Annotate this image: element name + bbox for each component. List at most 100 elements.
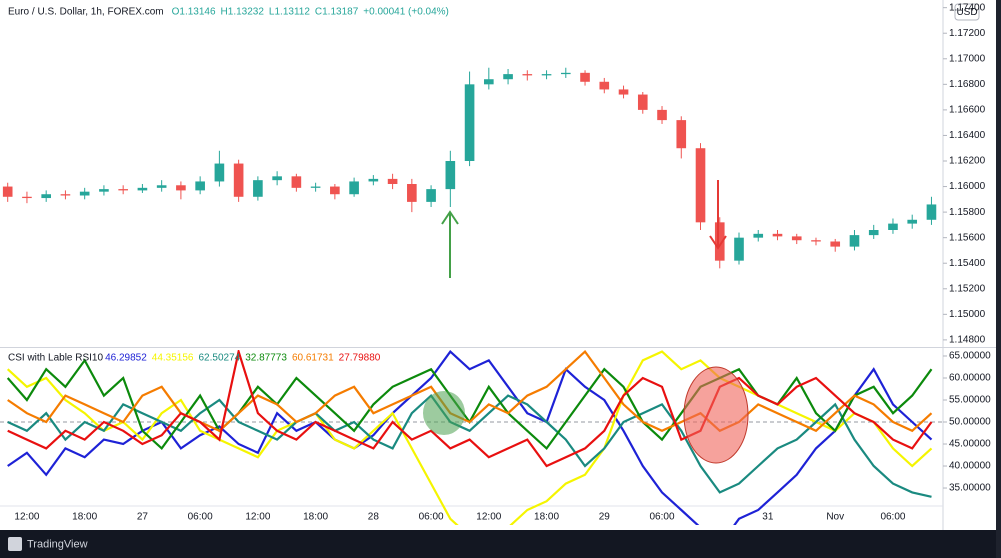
x-tick-label: 06:00 [880, 512, 905, 523]
x-tick-label: 12:00 [245, 512, 270, 523]
red-highlight [683, 366, 749, 464]
candle-body [772, 233, 783, 237]
indicator-value: 46.29852 [105, 353, 147, 364]
candle-body [464, 84, 475, 161]
candle-body [695, 148, 706, 223]
candle-body [637, 94, 648, 110]
candle-body [118, 189, 128, 191]
window-edge [996, 0, 1001, 558]
candle-body [407, 184, 417, 202]
y-tick-label: 35.00000 [949, 483, 991, 494]
ohlc-value: O1.13146 [172, 7, 216, 18]
footer-bar [0, 530, 996, 558]
candle-body [618, 89, 629, 95]
candle-body [657, 109, 667, 121]
green-highlight [423, 391, 465, 435]
candle-body [599, 81, 610, 90]
indicator-line [7, 350, 933, 468]
currency-box[interactable] [954, 3, 980, 21]
candle-body [560, 72, 571, 75]
candle-body [214, 163, 225, 182]
candle-body [2, 186, 13, 197]
x-tick-label: 28 [368, 512, 380, 523]
candle-body [522, 74, 533, 76]
candle-body [330, 186, 340, 195]
candle-body [445, 161, 456, 190]
candle-body [195, 181, 205, 191]
y-tick-label: 60.00000 [949, 373, 991, 384]
brand-logo [8, 537, 22, 551]
candle-body [387, 178, 398, 184]
y-tick-label: 1.16400 [949, 130, 986, 141]
candle-body [79, 191, 90, 196]
candle-body [753, 233, 764, 238]
price-pane [2, 67, 937, 269]
candle-body [426, 189, 436, 202]
x-tick-label: 06:00 [419, 512, 444, 523]
candle-body [676, 120, 687, 149]
candle-body [253, 180, 263, 197]
candle-body [830, 241, 841, 247]
y-tick-label: 65.00000 [949, 351, 991, 362]
candle-body [368, 178, 379, 182]
y-tick-label: 1.14800 [949, 335, 986, 346]
candle-body [176, 185, 186, 191]
candle-body [849, 235, 860, 247]
candle-body [580, 72, 590, 82]
candle-body [60, 194, 71, 196]
candle-body [349, 181, 359, 195]
y-tick-label: 1.17400 [949, 2, 986, 13]
x-tick-label: Nov [826, 512, 844, 523]
candle-body [310, 186, 321, 188]
y-tick-label: 1.16000 [949, 181, 986, 192]
indicator-line [7, 393, 932, 498]
candle-body [714, 222, 725, 261]
y-tick-label: 1.16600 [949, 105, 986, 116]
candle-body [291, 176, 302, 188]
ohlc-value: L1.13112 [269, 7, 310, 18]
candle-body [734, 237, 744, 261]
ohlc-value: +0.00041 (+0.04%) [363, 7, 449, 18]
indicator-pane [0, 350, 943, 525]
candle-body [22, 196, 32, 199]
y-tick-label: 1.15200 [949, 283, 986, 294]
indicator-value: 44.35156 [152, 353, 194, 364]
candle-body [99, 189, 109, 192]
x-tick-label: 06:00 [650, 512, 675, 523]
candle-body [137, 187, 148, 191]
y-tick-label: 1.15400 [949, 258, 986, 269]
down-arrow-head [709, 235, 727, 250]
indicator-value: 27.79880 [339, 353, 381, 364]
y-tick-label: 1.15600 [949, 232, 986, 243]
y-tick-label: 45.00000 [949, 439, 991, 450]
candle-body [811, 240, 821, 242]
brand-name: TradingView [27, 538, 88, 550]
candle-body [791, 236, 802, 241]
y-tick-label: 1.15800 [949, 207, 986, 218]
candle-body [868, 230, 879, 236]
indicator-title: CSI with Lable RSI10 [8, 353, 103, 364]
x-tick-label: 12:00 [14, 512, 39, 523]
symbol-title: Euro / U.S. Dollar, 1h, FOREX.com [8, 7, 164, 18]
candle-body [541, 74, 552, 76]
y-tick-label: 55.00000 [949, 395, 991, 406]
candle-body [272, 176, 282, 181]
indicator-line [7, 350, 933, 433]
chart-background [0, 0, 996, 530]
y-tick-label: 1.17000 [949, 53, 986, 64]
x-tick-label: 27 [137, 512, 149, 523]
y-tick-label: 1.17200 [949, 28, 986, 39]
ohlc-value: H1.13232 [221, 7, 265, 18]
candle-body [907, 219, 918, 224]
indicator-value: 32.87773 [245, 353, 287, 364]
candle-body [926, 204, 937, 220]
x-tick-label: 12:00 [476, 512, 501, 523]
x-tick-label: 18:00 [303, 512, 328, 523]
y-tick-label: 1.16800 [949, 79, 986, 90]
candle-body [888, 223, 898, 230]
x-tick-label: 18:00 [72, 512, 97, 523]
x-tick-label: 29 [599, 512, 611, 523]
y-tick-label: 1.15000 [949, 309, 986, 320]
x-tick-label: 31 [762, 512, 774, 523]
